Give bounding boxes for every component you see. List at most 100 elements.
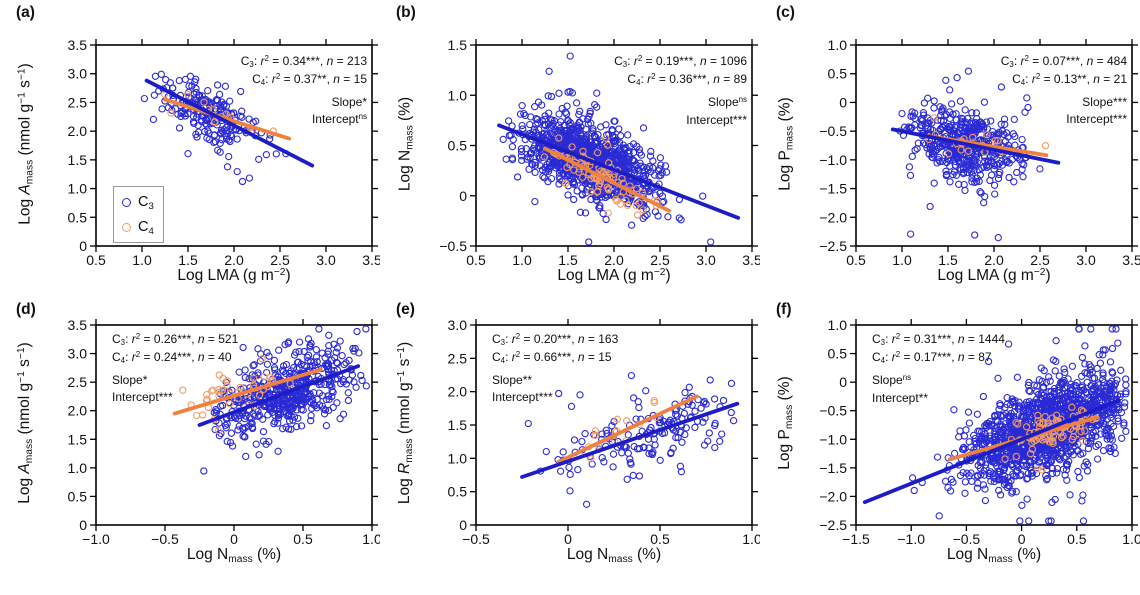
axes-frame <box>90 39 378 252</box>
svg-text:0.5: 0.5 <box>86 252 106 268</box>
c3-regression-line <box>497 123 741 220</box>
svg-text:1.5: 1.5 <box>938 252 958 268</box>
svg-text:−1.5: −1.5 <box>819 181 847 197</box>
stats-annotation-a: C3: r2 = 0.34***, n = 213 C4: r2 = 0.37*… <box>241 53 367 129</box>
svg-text:3.5: 3.5 <box>68 317 88 333</box>
axes-frame <box>470 319 758 531</box>
slope-significance: Slope* <box>112 373 148 387</box>
c4-regression-line <box>543 146 672 213</box>
svg-text:−0.5: −0.5 <box>819 403 847 419</box>
svg-text:0.5: 0.5 <box>828 346 848 362</box>
c4-stats: C4: r2 = 0.24***, n = 40 <box>112 350 232 366</box>
svg-text:1.0: 1.0 <box>68 460 88 476</box>
y-axis-label-e: Log Rmass (nmol g−1 s−1) <box>396 341 415 505</box>
slope-significance: Slope*** <box>1082 95 1127 109</box>
svg-text:1.5: 1.5 <box>68 152 88 168</box>
legend-item-c3: C3 <box>122 194 154 212</box>
c4-regression-line <box>172 367 323 416</box>
stats-annotation-c: C3: r2 = 0.07***, n = 484 C4: r2 = 0.13*… <box>1001 53 1127 128</box>
axes-frame <box>850 39 1138 252</box>
svg-text:2.0: 2.0 <box>984 252 1004 268</box>
svg-text:2.5: 2.5 <box>270 252 290 268</box>
x-axis-label-f: Log Nmass (%) <box>946 546 1042 565</box>
svg-text:1.5: 1.5 <box>448 37 468 53</box>
scatter-plot-f: −1.5 −1.0 −0.5 0 0.5 1.0 −2.5 −2.0 −1.5 −1.0 −0.5 0… <box>819 317 1140 547</box>
svg-text:1.0: 1.0 <box>742 531 760 547</box>
svg-text:0.5: 0.5 <box>293 531 313 547</box>
slope-significance: Slopens <box>872 373 912 387</box>
svg-text:3.0: 3.0 <box>448 317 468 333</box>
svg-text:2.5: 2.5 <box>68 94 88 110</box>
svg-text:−1.5: −1.5 <box>819 460 847 476</box>
svg-text:1.5: 1.5 <box>178 252 198 268</box>
svg-text:0.5: 0.5 <box>1067 531 1087 547</box>
svg-text:2.5: 2.5 <box>650 252 670 268</box>
svg-text:3.0: 3.0 <box>696 252 716 268</box>
axes-frame <box>850 319 1138 531</box>
intercept-significance: Intercept** <box>872 391 929 405</box>
legend: C3 C4 <box>113 186 164 243</box>
stats-annotation-d: C3: r2 = 0.26***, n = 521 C4: r2 = 0.24*… <box>112 331 238 406</box>
svg-text:−2.5: −2.5 <box>819 517 847 533</box>
svg-text:−2.0: −2.0 <box>819 209 847 225</box>
svg-text:2.5: 2.5 <box>448 350 468 366</box>
c3-circle-marker-icon <box>122 197 131 207</box>
c3-points <box>200 325 370 475</box>
c3-regression-line <box>890 127 1061 165</box>
c4-stats: C4: r2 = 0.17***, n = 87 <box>872 350 992 366</box>
stats-annotation-f: C3: r2 = 0.31***, n = 1444 C4: r2 = 0.17… <box>872 331 1005 407</box>
c3-stats: C3: r2 = 0.07***, n = 484 <box>1000 54 1127 70</box>
svg-text:2.5: 2.5 <box>68 374 88 390</box>
x-axis-label-c: Log LMA (g m−2) <box>937 267 1051 284</box>
svg-text:1.0: 1.0 <box>512 252 532 268</box>
scatter-plot-b: 0.5 1.0 1.5 2.0 2.5 3.0 3.5 −0.5 0 0.5 1.0 1.5 <box>439 37 760 268</box>
c3-points <box>896 67 1044 242</box>
panel-label-c: (c) <box>776 4 795 21</box>
c4-regression-line <box>556 394 699 464</box>
c3-regression-line <box>520 401 740 479</box>
svg-text:0: 0 <box>79 238 87 254</box>
y-axis-label-f: Log Pmass (%) <box>776 376 795 470</box>
x-axis-label-d: Log Nmass (%) <box>186 546 282 565</box>
panel-c: (c) 0.5 1.0 1.5 2.0 2.5 3.0 3.5 −2.5 −2.0 −1.5 −1.… <box>760 0 1140 297</box>
svg-text:1.5: 1.5 <box>558 252 578 268</box>
axes-frame <box>90 319 378 531</box>
svg-text:0: 0 <box>839 374 847 390</box>
tick-labels: −1.5 −1.0 −0.5 0 0.5 1.0 −2.5 −2.0 −1.5 −1.0 −0.5 0… <box>819 317 1140 547</box>
svg-text:1.0: 1.0 <box>828 317 848 333</box>
tick-labels: −0.5 0 0.5 1.000.51.01.52.02.53.0 <box>448 317 760 547</box>
svg-text:0.5: 0.5 <box>846 252 866 268</box>
axes-frame <box>470 39 758 252</box>
svg-text:1.5: 1.5 <box>448 417 468 433</box>
svg-text:2.0: 2.0 <box>604 252 624 268</box>
stats-annotation-b: C3: r2 = 0.19***, n = 1096 C4: r2 = 0.36… <box>614 53 747 129</box>
svg-text:2.0: 2.0 <box>68 403 88 419</box>
svg-text:3.5: 3.5 <box>1122 252 1140 268</box>
svg-text:0.5: 0.5 <box>466 252 486 268</box>
panel-label-d: (d) <box>16 301 36 318</box>
svg-text:1.0: 1.0 <box>68 181 88 197</box>
slope-significance: Slope** <box>492 373 533 387</box>
y-axis-label-c: Log Pmass (%) <box>776 96 795 191</box>
svg-text:0.5: 0.5 <box>828 66 848 82</box>
scatter-plot-a: 0.5 1.0 1.5 2.0 2.5 3.0 3.500.51.01.52.02.53.0… <box>68 37 380 268</box>
y-axis-label-b: Log Nmass (%) <box>396 96 415 191</box>
c3-regression-line <box>144 78 315 168</box>
svg-text:0.5: 0.5 <box>68 488 88 504</box>
intercept-significance: Intercept*** <box>112 390 173 404</box>
c3-stats: C3: r2 = 0.19***, n = 1096 <box>614 54 747 70</box>
legend-label-c4: C4 <box>138 219 154 237</box>
tick-labels: 0.5 1.0 1.5 2.0 2.5 3.0 3.5 −2.5 −2.0 −1.5 −1.0 −0.… <box>819 37 1140 268</box>
tick-labels: 0.5 1.0 1.5 2.0 2.5 3.0 3.500.51.01.52.02.53.0… <box>68 37 380 268</box>
svg-text:3.0: 3.0 <box>1076 252 1096 268</box>
svg-text:2.0: 2.0 <box>68 123 88 139</box>
c3-stats: C3: r2 = 0.31***, n = 1444 <box>872 332 1005 348</box>
panel-b: (b) 0.5 1.0 1.5 2.0 2.5 3.0 3.5 −0.5 0 0.5 1.0 1.5 … <box>380 0 760 297</box>
svg-text:3.0: 3.0 <box>316 252 336 268</box>
legend-item-c4: C4 <box>122 219 154 237</box>
tick-labels: −1.0 −0.5 0 0.5 1.0 0 0.5 1.0 1.5 2.0 2.5 3.0 3.5 <box>68 317 380 547</box>
intercept-significance: Intercept*** <box>1066 112 1127 126</box>
svg-text:0.5: 0.5 <box>68 209 88 225</box>
panel-d: (d) −1.0 −0.5 0 0.5 1.0 0 0.5 1.0 1.5 2.0 2.5 3.0 3.… <box>0 297 380 594</box>
svg-text:0.5: 0.5 <box>650 531 670 547</box>
